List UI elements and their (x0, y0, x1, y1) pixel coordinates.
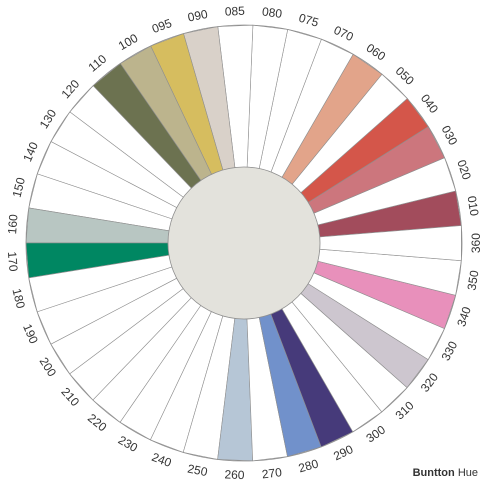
hue-label-030: 030 (439, 123, 461, 148)
hue-label-270: 270 (261, 465, 283, 481)
hue-segments (25, 24, 463, 462)
hue-label-130: 130 (37, 106, 60, 131)
hue-label-290: 290 (331, 442, 355, 463)
hue-label-120: 120 (59, 77, 83, 102)
hue-label-085: 085 (225, 4, 246, 19)
hue-label-350: 350 (464, 269, 481, 291)
hue-label-010: 010 (464, 195, 481, 217)
hue-label-320: 320 (418, 370, 441, 395)
hue-label-060: 060 (364, 41, 389, 64)
hue-label-280: 280 (297, 456, 320, 475)
hue-label-075: 075 (297, 11, 320, 30)
wheel-outer-ring (25, 24, 463, 462)
hue-label-070: 070 (332, 23, 356, 44)
wheel-center-hub (167, 166, 321, 320)
hue-label-220: 220 (85, 411, 110, 435)
hue-label-260: 260 (224, 467, 245, 482)
hue-label-170: 170 (5, 251, 21, 272)
hue-label-250: 250 (186, 461, 209, 479)
hue-label-300: 300 (363, 422, 388, 445)
hue-label-200: 200 (37, 355, 60, 380)
hue-label-230: 230 (116, 433, 141, 455)
hue-label-020: 020 (454, 158, 474, 182)
hue-label-330: 330 (439, 338, 461, 363)
caption-word: Hue (457, 467, 478, 479)
hue-label-240: 240 (150, 450, 174, 470)
hue-label-050: 050 (393, 64, 417, 88)
caption-brand: Buntton (412, 467, 455, 479)
hue-label-360: 360 (469, 233, 483, 253)
hue-label-340: 340 (454, 305, 474, 329)
hue-label-090: 090 (186, 7, 209, 25)
hue-label-160: 160 (5, 213, 21, 234)
hue-label-100: 100 (116, 31, 141, 53)
hue-label-080: 080 (261, 5, 283, 21)
hue-label-110: 110 (86, 52, 110, 75)
hue-label-190: 190 (20, 322, 41, 346)
wheel-caption: Buntton Hue (413, 467, 478, 479)
hue-label-310: 310 (393, 398, 417, 422)
hue-label-140: 140 (20, 140, 41, 164)
hue-label-180: 180 (10, 287, 28, 310)
hue-label-210: 210 (58, 385, 82, 410)
hue-label-095: 095 (150, 16, 174, 36)
hue-label-040: 040 (418, 91, 441, 116)
hue-label-150: 150 (10, 176, 28, 199)
